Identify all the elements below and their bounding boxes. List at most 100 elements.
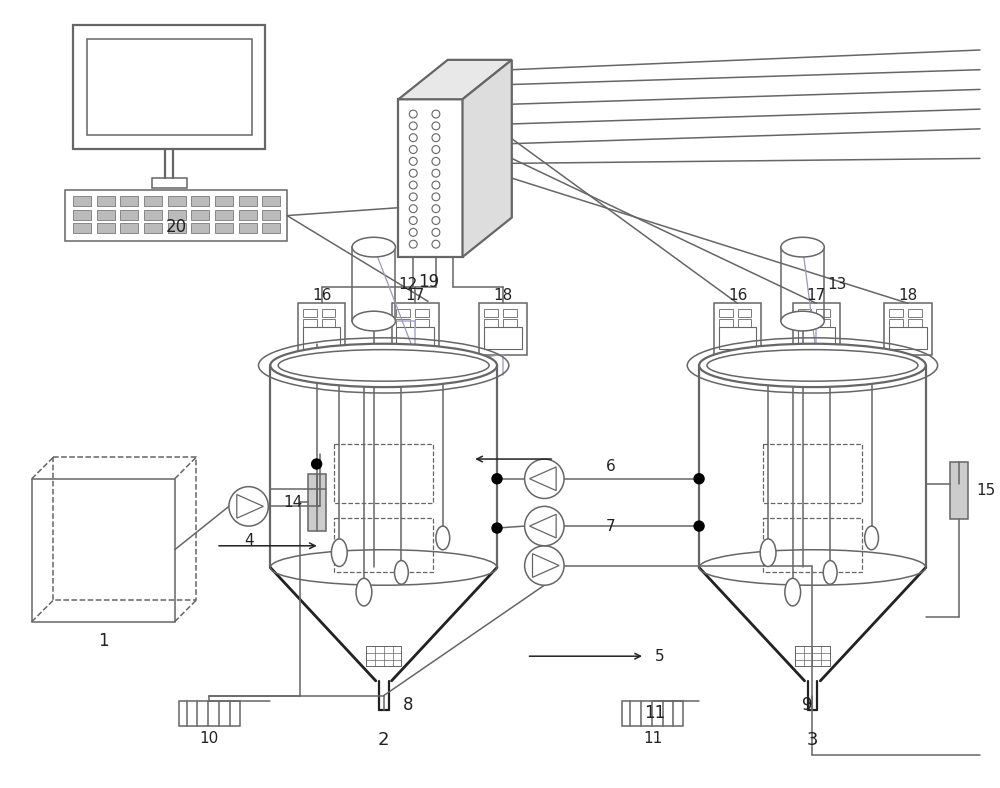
Polygon shape — [530, 467, 556, 491]
Bar — [191, 210, 209, 220]
Text: 18: 18 — [898, 288, 918, 303]
Bar — [816, 319, 830, 327]
Bar — [798, 319, 811, 327]
Bar — [262, 196, 280, 206]
Text: 6: 6 — [605, 459, 615, 474]
Bar — [781, 247, 824, 321]
Text: 20: 20 — [166, 218, 187, 236]
Bar — [908, 309, 922, 317]
Circle shape — [694, 521, 704, 531]
Bar — [763, 519, 862, 572]
Text: 5: 5 — [655, 649, 664, 663]
Bar — [152, 178, 187, 188]
Bar — [239, 210, 257, 220]
Ellipse shape — [352, 311, 395, 331]
Ellipse shape — [436, 526, 450, 550]
Circle shape — [409, 229, 417, 236]
Bar — [120, 196, 138, 206]
Ellipse shape — [270, 344, 497, 387]
Text: 18: 18 — [493, 288, 513, 303]
Bar — [73, 224, 91, 233]
Circle shape — [525, 546, 564, 585]
Circle shape — [409, 146, 417, 154]
Text: 13: 13 — [827, 277, 847, 292]
Ellipse shape — [699, 344, 926, 387]
Circle shape — [312, 459, 322, 469]
Circle shape — [409, 134, 417, 142]
Circle shape — [229, 487, 268, 526]
Circle shape — [409, 205, 417, 213]
Polygon shape — [530, 515, 556, 538]
Bar — [503, 319, 517, 327]
Bar — [303, 309, 317, 317]
Text: 9: 9 — [802, 697, 813, 715]
Bar — [322, 309, 335, 317]
Bar — [144, 196, 162, 206]
Ellipse shape — [760, 539, 776, 567]
Bar — [97, 224, 115, 233]
Ellipse shape — [331, 539, 347, 567]
Bar — [719, 327, 756, 348]
Polygon shape — [533, 554, 559, 578]
Ellipse shape — [395, 560, 408, 584]
Text: 12: 12 — [399, 277, 418, 292]
Bar — [484, 319, 498, 327]
Bar — [719, 319, 733, 327]
Bar — [884, 303, 932, 355]
Bar — [889, 327, 927, 348]
Bar — [73, 25, 265, 149]
Bar — [738, 319, 751, 327]
Circle shape — [432, 193, 440, 201]
Bar — [738, 309, 751, 317]
Bar — [65, 190, 287, 241]
Circle shape — [432, 181, 440, 189]
Circle shape — [409, 169, 417, 177]
Text: 3: 3 — [807, 731, 818, 749]
Circle shape — [409, 240, 417, 248]
Bar — [239, 224, 257, 233]
Bar — [32, 479, 175, 622]
Circle shape — [432, 134, 440, 142]
Circle shape — [432, 110, 440, 118]
Bar — [798, 327, 835, 348]
Bar — [334, 444, 433, 504]
Bar — [215, 210, 233, 220]
Bar — [168, 210, 186, 220]
Bar — [396, 319, 410, 327]
Text: 1: 1 — [98, 633, 109, 650]
Text: 11: 11 — [643, 730, 662, 745]
Ellipse shape — [781, 311, 824, 331]
Text: 17: 17 — [406, 288, 425, 303]
Ellipse shape — [785, 578, 801, 606]
Text: 10: 10 — [200, 730, 219, 745]
Circle shape — [694, 474, 704, 484]
Bar — [889, 309, 903, 317]
Text: 14: 14 — [284, 495, 303, 510]
Bar — [950, 462, 968, 519]
Bar — [763, 444, 862, 504]
Bar — [97, 210, 115, 220]
Bar — [793, 303, 840, 355]
Text: 7: 7 — [605, 519, 615, 533]
Bar — [622, 701, 683, 727]
Bar — [396, 327, 434, 348]
Bar — [144, 224, 162, 233]
Text: 17: 17 — [807, 288, 826, 303]
Bar — [714, 303, 761, 355]
Bar — [366, 646, 401, 666]
Bar — [262, 210, 280, 220]
Bar — [191, 196, 209, 206]
Bar — [484, 327, 522, 348]
Circle shape — [409, 110, 417, 118]
Text: 8: 8 — [403, 697, 414, 715]
Bar — [479, 303, 527, 355]
Bar — [889, 319, 903, 327]
Text: 16: 16 — [312, 288, 331, 303]
Circle shape — [409, 122, 417, 130]
Bar — [719, 309, 733, 317]
Text: 11: 11 — [644, 704, 665, 723]
Ellipse shape — [865, 526, 878, 550]
Text: 2: 2 — [378, 731, 389, 749]
Circle shape — [432, 205, 440, 213]
Bar — [798, 309, 811, 317]
